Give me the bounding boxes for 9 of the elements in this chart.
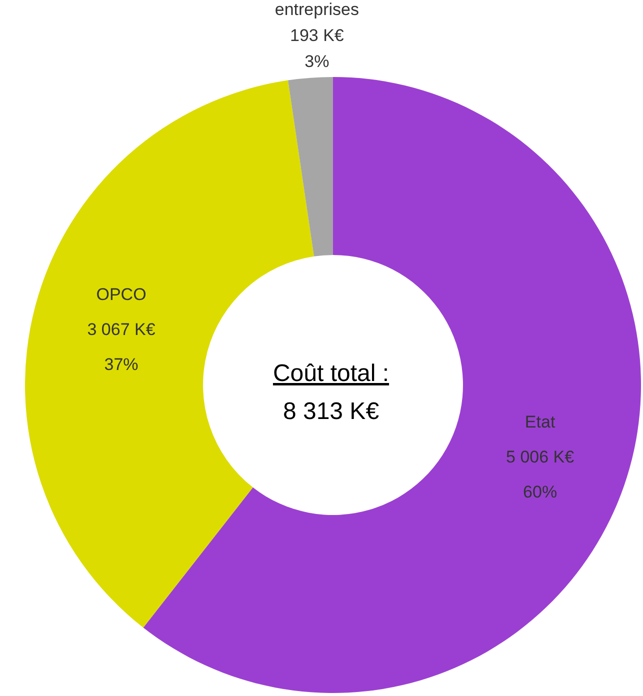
slice-label: OPCO [96,285,146,304]
text: Coût total : [272,360,390,387]
data-label: 3 067 K€ 37% [87,320,156,374]
slice-label: Etat [524,412,556,432]
donut-slice [288,77,333,256]
data-label: 193 K€ 3% [290,26,344,71]
text: 8 313 K€ [282,398,380,425]
slice-label: entreprises [274,0,360,19]
data-label: 5 006 K€ 60% [506,447,575,502]
